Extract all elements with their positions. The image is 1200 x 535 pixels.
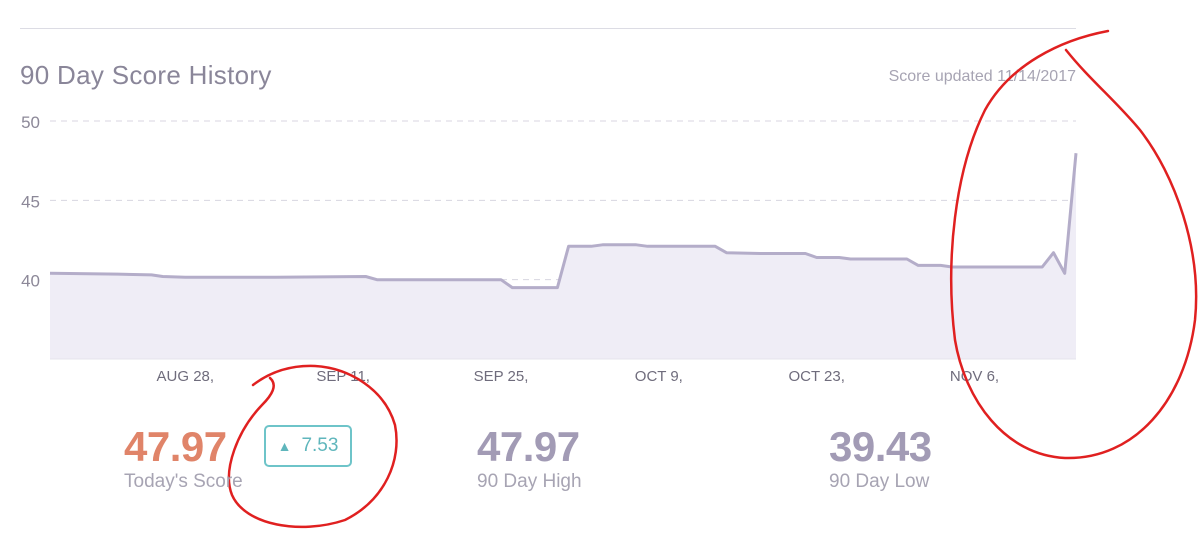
annotation-circle-chart (950, 29, 1198, 460)
annotation-circle-badge (227, 364, 398, 529)
today-score-label: Today's Score (124, 471, 243, 492)
score-updated-text: Score updated 11/14/2017 (888, 68, 1076, 85)
high-score-value: 47.97 (477, 423, 580, 470)
score-change-badge: ▲ 7.53 (264, 425, 352, 467)
x-tick-label: NOV 6, (950, 368, 999, 385)
today-score-value: 47.97 (124, 423, 227, 470)
y-tick-label: 45 (21, 192, 40, 211)
x-tick-label: AUG 28, (157, 368, 215, 385)
top-divider (20, 28, 1076, 29)
x-tick-label: OCT 9, (635, 368, 683, 385)
score-change-value: 7.53 (301, 435, 339, 456)
page-title: 90 Day Score History (20, 60, 272, 90)
high-score-block: 47.97 90 Day High (477, 425, 582, 493)
y-tick-label: 40 (21, 272, 40, 291)
score-line (49, 153, 1078, 290)
today-score-block: 47.97 Today's Score (124, 425, 243, 493)
x-tick-label: SEP 25, (474, 368, 529, 385)
high-score-label: 90 Day High (477, 471, 582, 492)
low-score-block: 39.43 90 Day Low (829, 425, 932, 493)
y-tick-label: 50 (21, 113, 40, 132)
score-area (50, 153, 1076, 359)
low-score-value: 39.43 (829, 423, 932, 470)
low-score-label: 90 Day Low (829, 471, 930, 492)
up-arrow-icon: ▲ (277, 438, 292, 454)
x-tick-label: OCT 23, (788, 368, 844, 385)
x-tick-label: SEP 11, (316, 368, 370, 385)
